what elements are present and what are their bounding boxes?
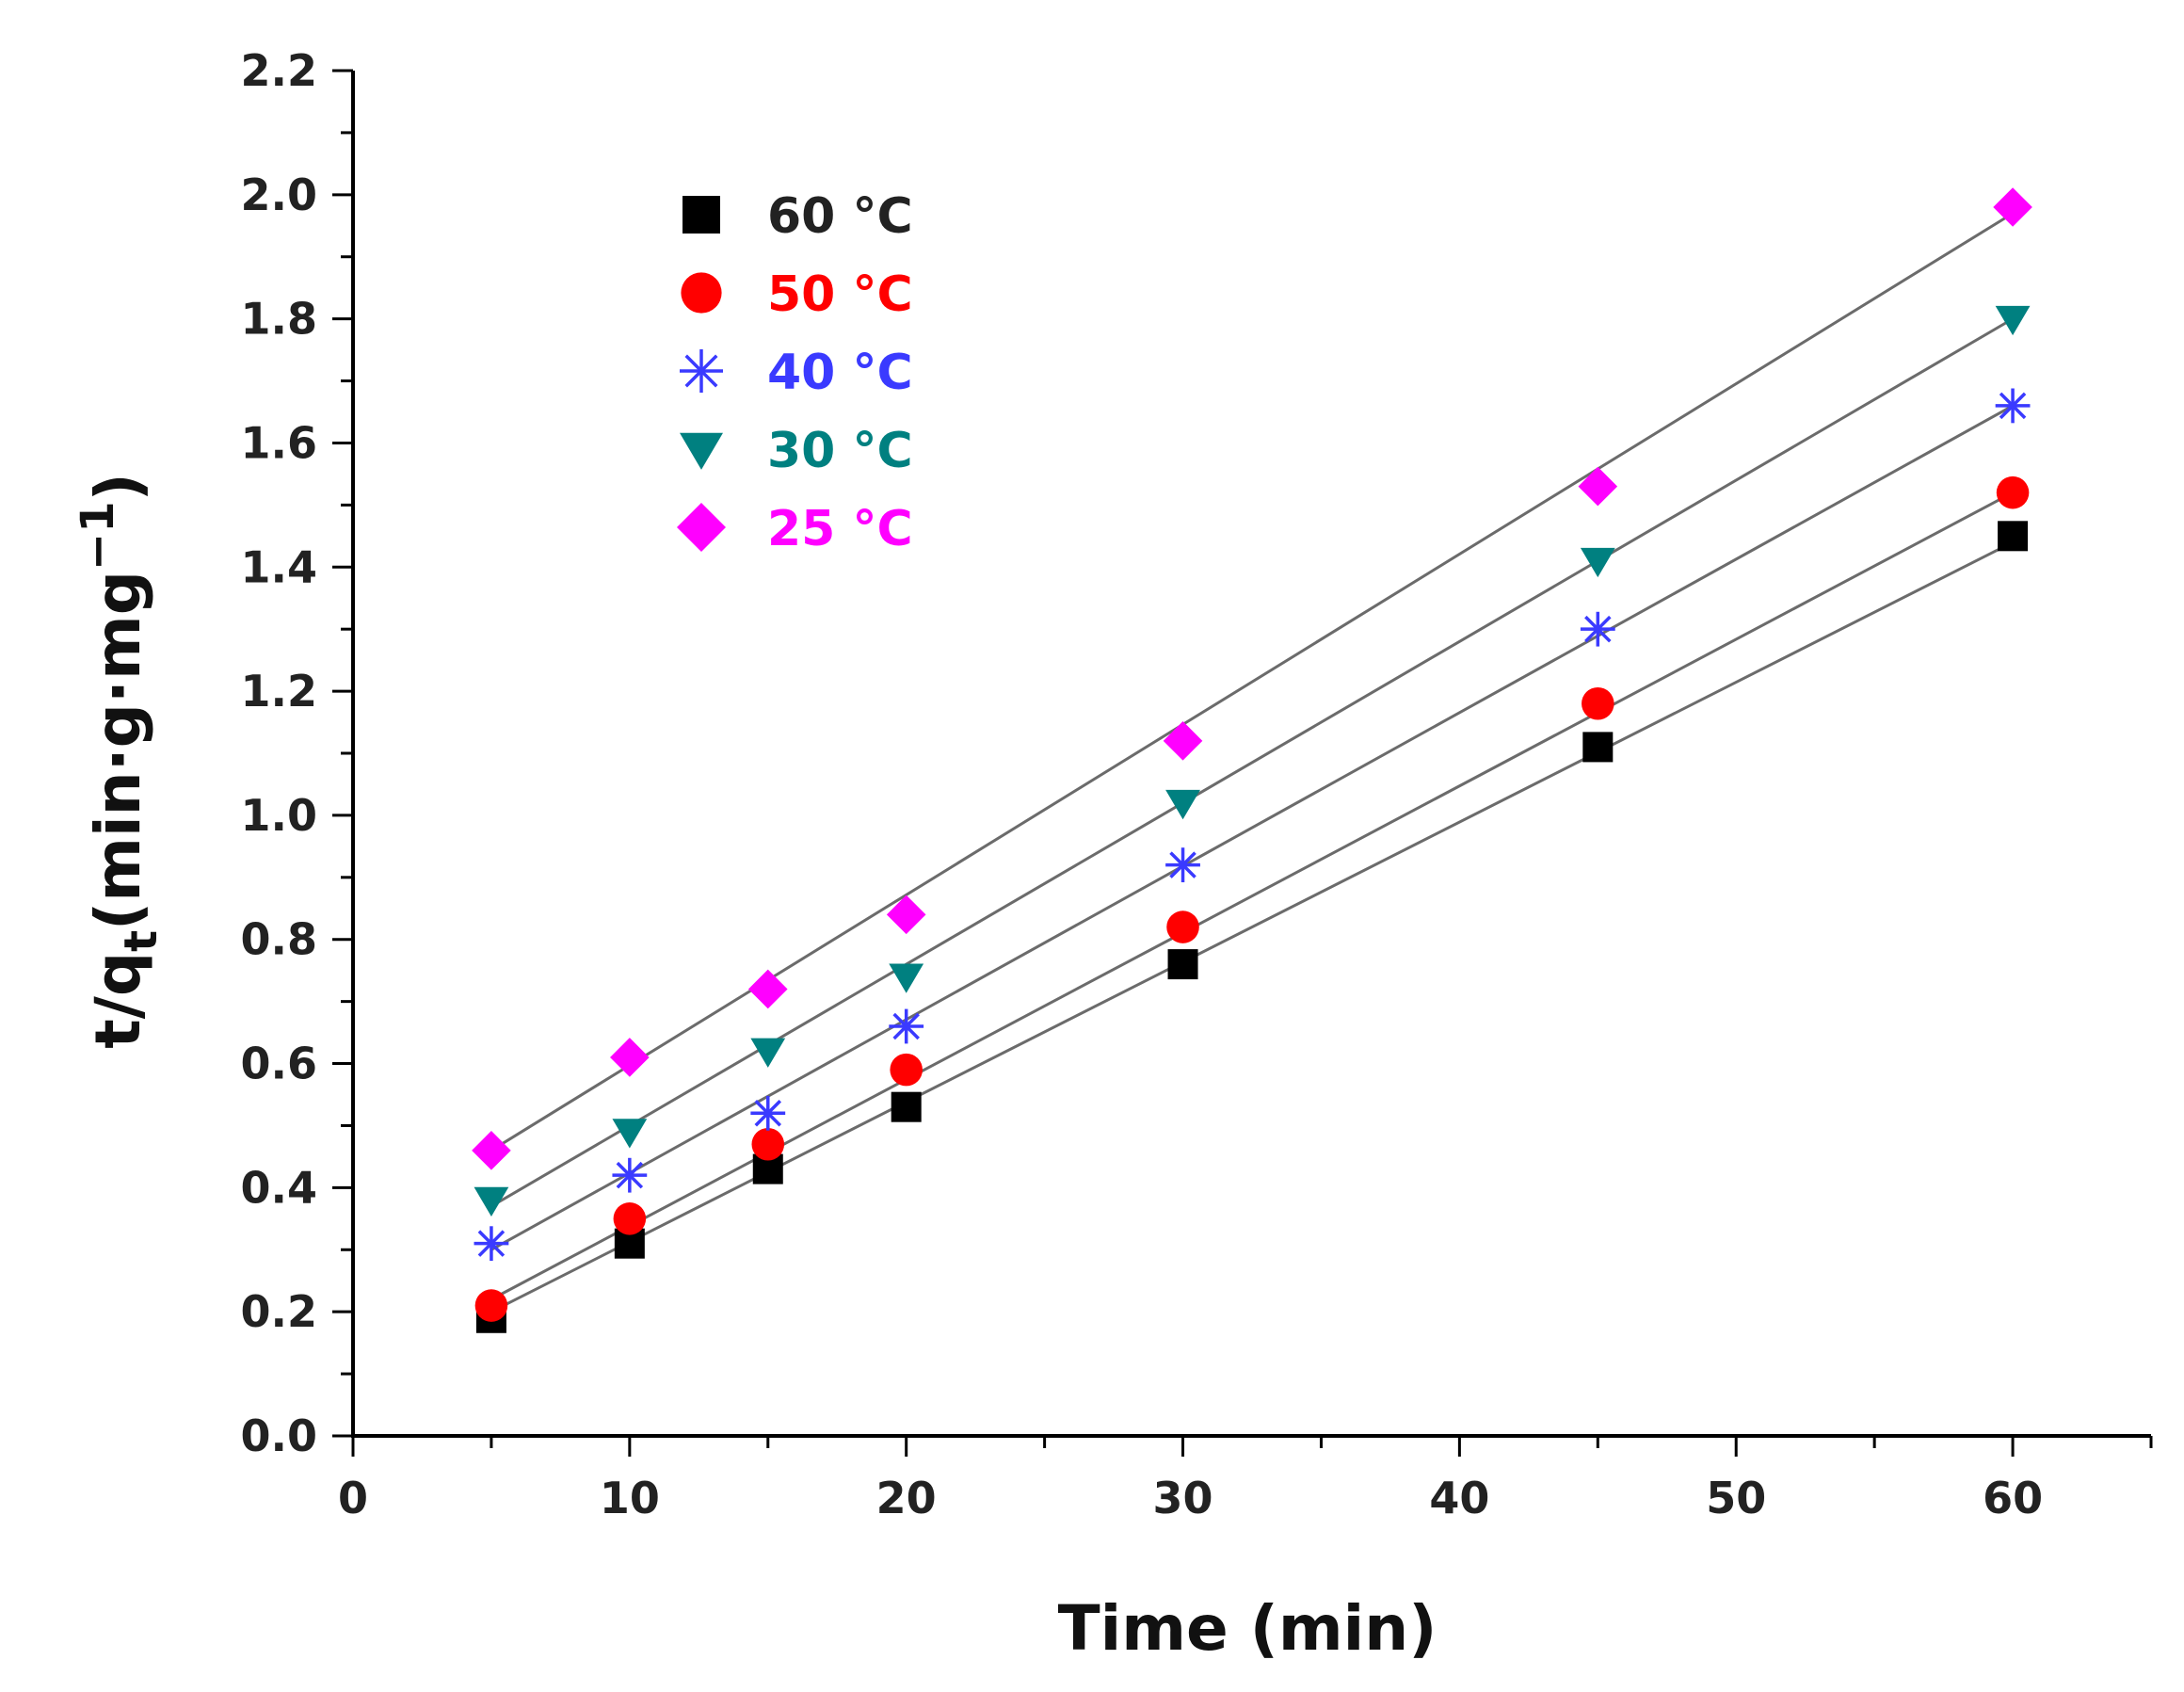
legend-label: 25 °C xyxy=(767,501,913,557)
data-point xyxy=(610,1038,650,1077)
legend-label: 30 °C xyxy=(767,423,913,479)
y-tick-label: 2.2 xyxy=(241,45,318,96)
data-point xyxy=(889,963,924,993)
legend-marker xyxy=(681,272,722,314)
data-point xyxy=(1165,789,1200,820)
data-point xyxy=(472,1131,511,1170)
data-point xyxy=(1998,521,2029,552)
star-stroke xyxy=(616,1161,644,1189)
data-point xyxy=(1995,305,2031,336)
fit-line xyxy=(490,317,2014,1208)
star-stroke xyxy=(754,1100,782,1127)
data-point xyxy=(1163,721,1203,761)
x-tick-label: 30 xyxy=(1153,1473,1213,1523)
data-point xyxy=(1995,388,2031,424)
data-point xyxy=(1580,611,1615,647)
data-point xyxy=(613,1202,647,1235)
star-stroke xyxy=(684,354,718,388)
legend: 60 °C 50 °C 40 °C 30 °C 25 °C xyxy=(677,188,913,557)
y-tick-label: 1.4 xyxy=(241,541,318,592)
y-tick-label: 1.6 xyxy=(241,417,318,468)
y-tick-label: 0.8 xyxy=(241,914,318,965)
y-tick-label: 0.6 xyxy=(241,1039,318,1089)
data-point xyxy=(474,1289,508,1322)
data-point xyxy=(1580,547,1615,578)
axes: 0 10 20 30 40 50 60 0.0 0.2 0.4 0.6 0.8 1.0 1.2 1.4 1.6… xyxy=(241,45,2153,1523)
data-point xyxy=(1582,732,1614,763)
legend-label: 50 °C xyxy=(767,266,913,323)
data-point xyxy=(474,1226,509,1262)
legend-label: 40 °C xyxy=(767,345,913,401)
data-point xyxy=(1165,847,1200,883)
x-tick-label: 60 xyxy=(1983,1473,2043,1523)
y-axis-title-close: ) xyxy=(82,473,154,501)
y-tick-label: 1.0 xyxy=(241,790,318,841)
star-stroke xyxy=(1169,851,1196,878)
data-point xyxy=(889,1008,924,1044)
data-point xyxy=(1993,187,2032,227)
legend-label: 60 °C xyxy=(767,188,913,245)
data-point xyxy=(474,1186,509,1217)
x-tick-label: 10 xyxy=(600,1473,660,1523)
y-tick-label: 0.0 xyxy=(241,1410,318,1461)
y-tick-label: 0.2 xyxy=(241,1286,318,1337)
legend-marker xyxy=(680,349,723,393)
y-tick-label: 0.4 xyxy=(241,1162,318,1213)
x-tick-label: 40 xyxy=(1429,1473,1489,1523)
y-tick-label: 1.8 xyxy=(241,294,318,345)
star-stroke xyxy=(1584,615,1612,643)
y-axis-title: t/qt(min·g·mg−1) xyxy=(72,473,168,1049)
data-point xyxy=(1167,949,1198,980)
fit-lines xyxy=(490,212,2014,1313)
y-axis-title-sup: −1 xyxy=(72,501,124,571)
data-point xyxy=(612,1157,648,1193)
y-tick-label: 1.2 xyxy=(241,666,318,717)
data-point xyxy=(1582,686,1614,720)
legend-marker xyxy=(677,503,726,552)
star-stroke xyxy=(477,1230,506,1257)
x-tick-label: 0 xyxy=(338,1473,368,1523)
fit-line xyxy=(490,212,2014,1152)
y-tick-label: 2.0 xyxy=(241,169,318,220)
fit-line xyxy=(490,491,2014,1301)
x-axis-title: Time (min) xyxy=(1058,1592,1437,1665)
data-point xyxy=(886,894,926,935)
star-stroke xyxy=(1999,392,2027,420)
x-tick-label: 20 xyxy=(876,1473,937,1523)
data-point xyxy=(1996,475,2030,509)
fit-line xyxy=(490,404,2014,1251)
data-point xyxy=(891,1091,922,1122)
y-axis-title-unit: (min·g·mg xyxy=(82,571,154,930)
y-axis-title-sub: t xyxy=(115,930,168,952)
data-point xyxy=(1166,910,1199,943)
data-point xyxy=(750,1095,786,1131)
legend-marker xyxy=(680,432,723,470)
data-point xyxy=(890,1053,923,1087)
data-point xyxy=(751,1127,785,1161)
data-point xyxy=(750,1038,786,1068)
data-point xyxy=(612,1119,648,1149)
fit-line xyxy=(490,540,2014,1313)
data-markers xyxy=(472,187,2032,1333)
x-tick-label: 50 xyxy=(1706,1473,1766,1523)
legend-marker xyxy=(682,196,720,234)
data-point xyxy=(1578,466,1618,507)
star-stroke xyxy=(892,1012,920,1040)
y-axis-title-main: t/q xyxy=(82,952,154,1049)
data-point xyxy=(747,969,788,1009)
